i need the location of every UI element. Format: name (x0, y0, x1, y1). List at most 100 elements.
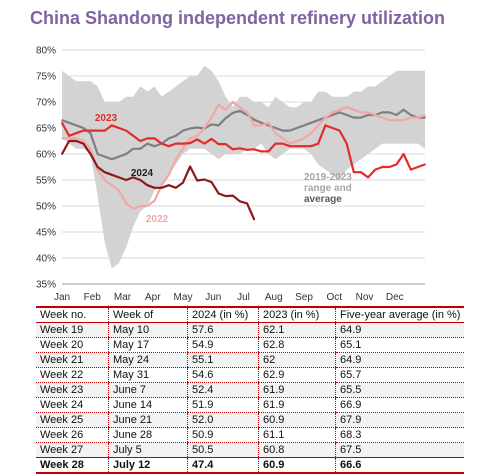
x-tick-label: Dec (386, 292, 404, 303)
data-point (317, 119, 320, 122)
data-point (324, 124, 327, 127)
x-tick-label: Nov (356, 292, 374, 303)
series-line-2023 (61, 122, 426, 179)
data-point (160, 184, 163, 187)
data-point (281, 142, 284, 145)
data-point (125, 153, 127, 155)
data-point (203, 142, 206, 145)
data-point (210, 123, 213, 126)
data-point (360, 116, 362, 119)
data-point (174, 142, 177, 145)
data-point (118, 176, 120, 179)
cell-2024: 52.0 (187, 412, 259, 428)
data-point (68, 121, 71, 124)
cell-week-of: May 31 (108, 367, 188, 383)
x-tick-label: Mar (114, 292, 132, 303)
table-row: Week 22 May 31 54.6 62.9 65.7 (36, 367, 465, 383)
cell-2023: 60.8 (258, 442, 336, 458)
cell-2023: 60.9 (258, 457, 336, 474)
data-point (146, 137, 149, 140)
data-point (352, 108, 355, 111)
data-point (139, 179, 142, 181)
x-tick-label: May (174, 292, 193, 303)
data-point (75, 140, 78, 142)
y-tick-label: 60% (36, 150, 56, 161)
data-point (110, 158, 113, 161)
table-row: Week 20 May 17 54.9 62.8 65.1 (36, 337, 465, 353)
data-point (174, 134, 177, 137)
data-point (203, 178, 206, 181)
data-point (409, 114, 412, 116)
cell-five-year-average: 65.7 (335, 367, 465, 383)
data-point (409, 168, 412, 171)
data-point (409, 116, 412, 119)
data-point (68, 134, 71, 137)
data-point (196, 126, 199, 129)
data-point (153, 199, 156, 202)
cell-five-year-average: 68.3 (335, 427, 465, 443)
data-point (167, 173, 170, 176)
data-point (153, 137, 156, 140)
data-point (160, 186, 163, 189)
data-point (253, 148, 256, 151)
refinery-utilization-chart: 80% 75% 70% 65% 60% 55% 50% 45% 40% 35%Jan Feb Mar A… (36, 46, 426, 303)
cell-five-year-average: 64.9 (335, 322, 465, 338)
cell-2023: 62.1 (258, 322, 336, 338)
data-point (388, 166, 391, 168)
header-week-no: Week no. (36, 306, 109, 323)
table-row: Week 19 May 10 57.6 62.1 64.9 (36, 322, 465, 338)
data-point (174, 158, 177, 161)
cell-week-of: June 14 (108, 397, 188, 413)
data-point (96, 166, 99, 168)
x-tick-label: Sep (295, 292, 313, 303)
data-point (402, 119, 405, 122)
table-row: Week 23 June 7 52.4 61.9 65.5 (36, 382, 465, 398)
cell-2023: 60.9 (258, 412, 336, 428)
data-point (416, 166, 419, 168)
y-tick-label: 80% (36, 46, 56, 57)
data-point (167, 145, 170, 148)
data-point (182, 142, 184, 145)
cell-2024: 51.9 (187, 397, 259, 413)
data-point (338, 108, 341, 111)
data-point (253, 218, 256, 221)
data-point (367, 111, 369, 114)
data-point (281, 129, 284, 132)
y-tick-label: 35% (36, 280, 56, 291)
table-row: Week 27 July 5 50.5 60.8 67.5 (36, 442, 465, 458)
data-point (231, 148, 234, 151)
data-point (274, 142, 277, 145)
data-point (352, 171, 355, 174)
data-point (224, 195, 227, 198)
data-point (395, 119, 398, 122)
data-point (388, 111, 391, 114)
data-point (303, 137, 305, 140)
data-point (182, 129, 184, 132)
data-point (331, 114, 334, 116)
cell-2024: 54.9 (187, 337, 259, 353)
cell-week-no: Week 25 (36, 412, 109, 428)
header-2024: 2024 (in %) (187, 306, 259, 323)
data-point (324, 116, 327, 119)
data-point (110, 184, 113, 187)
data-point (210, 181, 213, 183)
data-point (239, 200, 241, 203)
cell-week-no: Week 26 (36, 427, 109, 443)
annotation-label: average (304, 194, 342, 205)
cell-2024: 52.4 (187, 382, 259, 398)
data-point (125, 179, 127, 181)
range-band-layer (62, 65, 425, 269)
data-point (239, 147, 241, 150)
data-point (260, 150, 263, 153)
data-point (61, 137, 63, 140)
data-point (381, 166, 384, 168)
data-point (381, 116, 384, 119)
data-point (96, 168, 99, 171)
data-point (267, 150, 270, 153)
range-band-2019-2023 (62, 65, 425, 269)
data-point (132, 207, 135, 210)
x-tick-label: Jun (205, 292, 221, 303)
data-point (118, 127, 120, 129)
x-tick-label: Jul (237, 292, 250, 303)
data-point (89, 129, 92, 132)
